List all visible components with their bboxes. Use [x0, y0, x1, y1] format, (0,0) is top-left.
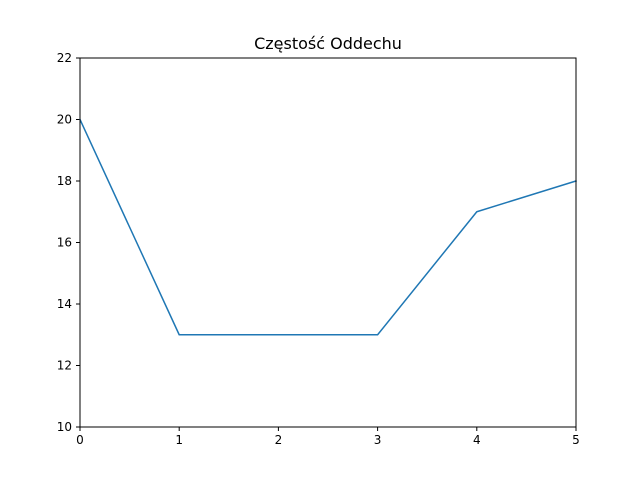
y-tick-label: 12	[57, 359, 72, 373]
x-tick-label: 2	[275, 433, 283, 447]
axes-frame	[79, 57, 577, 428]
y-tick-label: 14	[57, 297, 72, 311]
chart-title: Częstość Oddechu	[254, 34, 402, 53]
x-tick-label: 5	[572, 433, 580, 447]
series-line-0	[79, 118, 577, 336]
x-tick-label: 1	[175, 433, 183, 447]
x-axis: 0 1 2 3 4 5	[76, 427, 580, 447]
plot-area	[79, 57, 577, 428]
y-tick-label: 16	[57, 236, 72, 250]
x-tick-label: 0	[76, 433, 84, 447]
y-axis: 10 12 14 16 18 20 22	[57, 51, 80, 434]
series-layer	[79, 118, 577, 336]
x-tick-label: 4	[473, 433, 481, 447]
y-tick-label: 22	[57, 51, 72, 65]
y-tick-label: 18	[57, 174, 72, 188]
x-tick-label: 3	[374, 433, 382, 447]
y-tick-label: 10	[57, 420, 72, 434]
y-tick-label: 20	[57, 113, 72, 127]
